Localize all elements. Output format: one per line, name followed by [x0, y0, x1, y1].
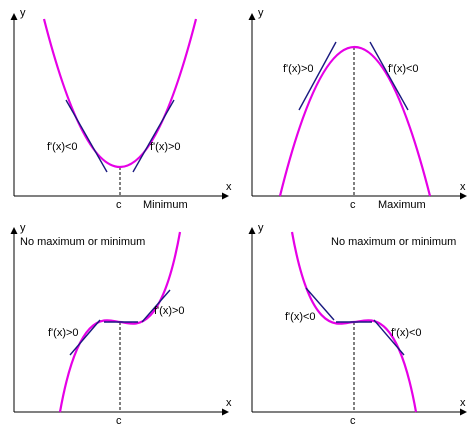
tangent-line-left [65, 99, 108, 173]
c-label: c [116, 199, 122, 211]
x-axis-label: x [226, 397, 232, 409]
y-axis-label: y [20, 222, 26, 234]
left-derivative-label: f'(x)<0 [285, 311, 316, 323]
caption: No maximum or minimum [331, 236, 456, 248]
tangent-line-right [373, 319, 405, 356]
c-label: c [116, 415, 122, 427]
panel-minimum: y x f'(x)<0 f'(x)>0 c Minimum [10, 7, 232, 211]
tangent-line-right [132, 99, 175, 173]
caption: Minimum [143, 199, 188, 211]
c-label: c [350, 199, 356, 211]
tangent-line-right [369, 41, 409, 111]
c-label: c [350, 415, 356, 427]
tangent-line-left [305, 287, 335, 321]
panel-decreasing-inflection: y x No maximum or minimum f'(x)<0 f'(x)<… [248, 222, 467, 427]
left-derivative-label: f'(x)<0 [47, 141, 78, 153]
left-derivative-label: f'(x)>0 [48, 327, 79, 339]
y-axis-label: y [20, 7, 26, 19]
right-derivative-label: f'(x)>0 [154, 305, 185, 317]
panel-increasing-inflection: y x No maximum or minimum f'(x)>0 f'(x)>… [10, 222, 232, 427]
left-derivative-label: f'(x)>0 [283, 63, 314, 75]
tangent-line-right [141, 289, 171, 323]
caption: Maximum [378, 199, 426, 211]
tangent-line-left [69, 319, 101, 356]
x-axis-label: x [226, 181, 232, 193]
x-axis-label: x [460, 181, 466, 193]
y-axis-label: y [258, 7, 264, 19]
right-derivative-label: f'(x)>0 [150, 141, 181, 153]
right-derivative-label: f'(x)<0 [388, 63, 419, 75]
panel-maximum: y x f'(x)>0 f'(x)<0 c Maximum [248, 7, 467, 211]
x-axis-label: x [460, 397, 466, 409]
parabola-curve [42, 18, 198, 169]
parabola-curve [278, 45, 432, 197]
right-derivative-label: f'(x)<0 [391, 327, 422, 339]
caption: No maximum or minimum [20, 236, 145, 248]
tangent-line-left [298, 41, 337, 111]
y-axis-label: y [258, 222, 264, 234]
